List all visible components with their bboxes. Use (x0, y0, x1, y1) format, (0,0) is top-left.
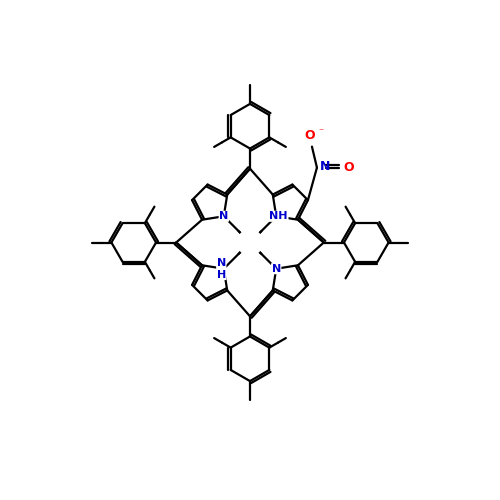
Text: O: O (304, 128, 315, 141)
Text: N: N (219, 212, 228, 222)
Text: O: O (344, 161, 354, 174)
Circle shape (238, 230, 262, 255)
Text: N: N (320, 160, 330, 173)
Text: N
H: N H (216, 258, 226, 280)
Text: N: N (272, 264, 281, 274)
Text: NH: NH (270, 212, 288, 222)
Text: ⁻: ⁻ (318, 128, 323, 138)
